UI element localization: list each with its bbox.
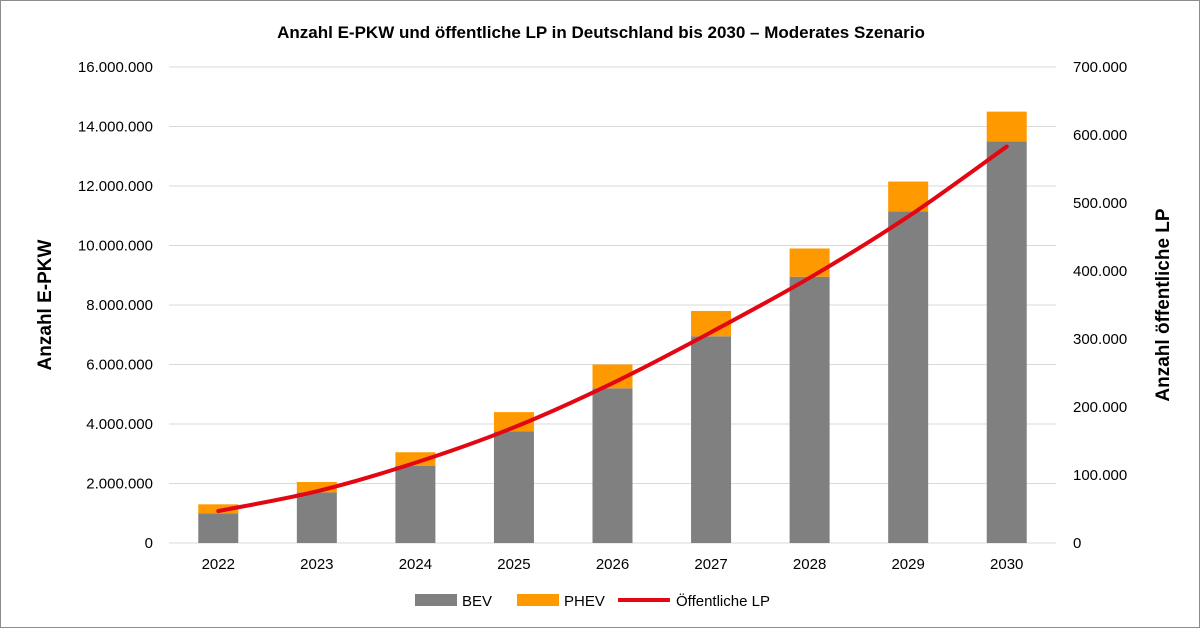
bar-bev-2024: [395, 465, 436, 543]
bar-phev-2026: [592, 364, 633, 389]
left-tick-label: 16.000.000: [78, 59, 153, 76]
bar-bev-2026: [592, 388, 633, 543]
x-tick-label: 2030: [990, 556, 1023, 573]
legend-swatch-bev: [415, 594, 457, 606]
bars: [198, 111, 1027, 543]
bar-bev-2030: [986, 141, 1027, 543]
line-oeffentliche-lp: [216, 144, 1009, 514]
bar-bev-2028: [789, 276, 830, 543]
x-tick-label: 2026: [596, 556, 629, 573]
left-tick-label: 0: [145, 535, 153, 552]
right-tick-label: 0: [1073, 535, 1081, 552]
bar-bev-2022: [198, 513, 239, 543]
x-tick-label: 2025: [497, 556, 530, 573]
bar-phev-2028: [789, 248, 830, 277]
bar-phev-2030: [986, 111, 1027, 142]
left-tick-label: 4.000.000: [86, 416, 153, 433]
legend-label: BEV: [462, 593, 492, 610]
legend-label: PHEV: [564, 593, 605, 610]
right-tick-label: 400.000: [1073, 263, 1127, 280]
left-tick-label: 2.000.000: [86, 476, 153, 493]
legend: BEV PHEV Öffentliche LP: [415, 592, 770, 610]
right-tick-label: 500.000: [1073, 195, 1127, 212]
x-tick-label: 2022: [202, 556, 235, 573]
bar-bev-2023: [296, 492, 337, 543]
right-tick-label: 600.000: [1073, 127, 1127, 144]
right-axis-ticks: 0 100.000 200.000 300.000 400.000 500.000 600.…: [1073, 59, 1127, 552]
x-tick-label: 2028: [793, 556, 826, 573]
bar-phev-2024: [395, 452, 436, 466]
bar-phev-2023: [296, 482, 337, 493]
left-axis-title: Anzahl E-PKW: [35, 239, 56, 370]
left-tick-label: 10.000.000: [78, 238, 153, 255]
right-tick-label: 700.000: [1073, 59, 1127, 76]
x-tick-label: 2027: [694, 556, 727, 573]
bar-phev-2022: [198, 504, 239, 514]
x-tick-label: 2029: [891, 556, 924, 573]
left-tick-label: 12.000.000: [78, 178, 153, 195]
right-tick-label: 100.000: [1073, 467, 1127, 484]
chart-title: Anzahl E-PKW und öffentliche LP in Deuts…: [277, 23, 925, 42]
x-tick-label: 2023: [300, 556, 333, 573]
x-axis-ticks: 2022 2023 2024 2025 2026 2027 2028 2029 2030: [202, 556, 1024, 573]
line-series: [216, 144, 1009, 514]
x-tick-label: 2024: [399, 556, 432, 573]
bar-phev-2025: [493, 412, 534, 432]
right-tick-label: 300.000: [1073, 331, 1127, 348]
left-axis-ticks: 0 2.000.000 4.000.000 6.000.000 8.000.000 10.…: [78, 59, 153, 552]
left-tick-label: 6.000.000: [86, 357, 153, 374]
left-tick-label: 8.000.000: [86, 297, 153, 314]
bar-bev-2027: [691, 336, 732, 543]
bar-bev-2025: [493, 431, 534, 543]
legend-swatch-phev: [517, 594, 559, 606]
right-tick-label: 200.000: [1073, 399, 1127, 416]
bar-bev-2029: [888, 211, 929, 543]
left-tick-label: 14.000.000: [78, 119, 153, 136]
legend-label: Öffentliche LP: [676, 592, 770, 610]
right-axis-title: Anzahl öffentliche LP: [1153, 208, 1174, 402]
